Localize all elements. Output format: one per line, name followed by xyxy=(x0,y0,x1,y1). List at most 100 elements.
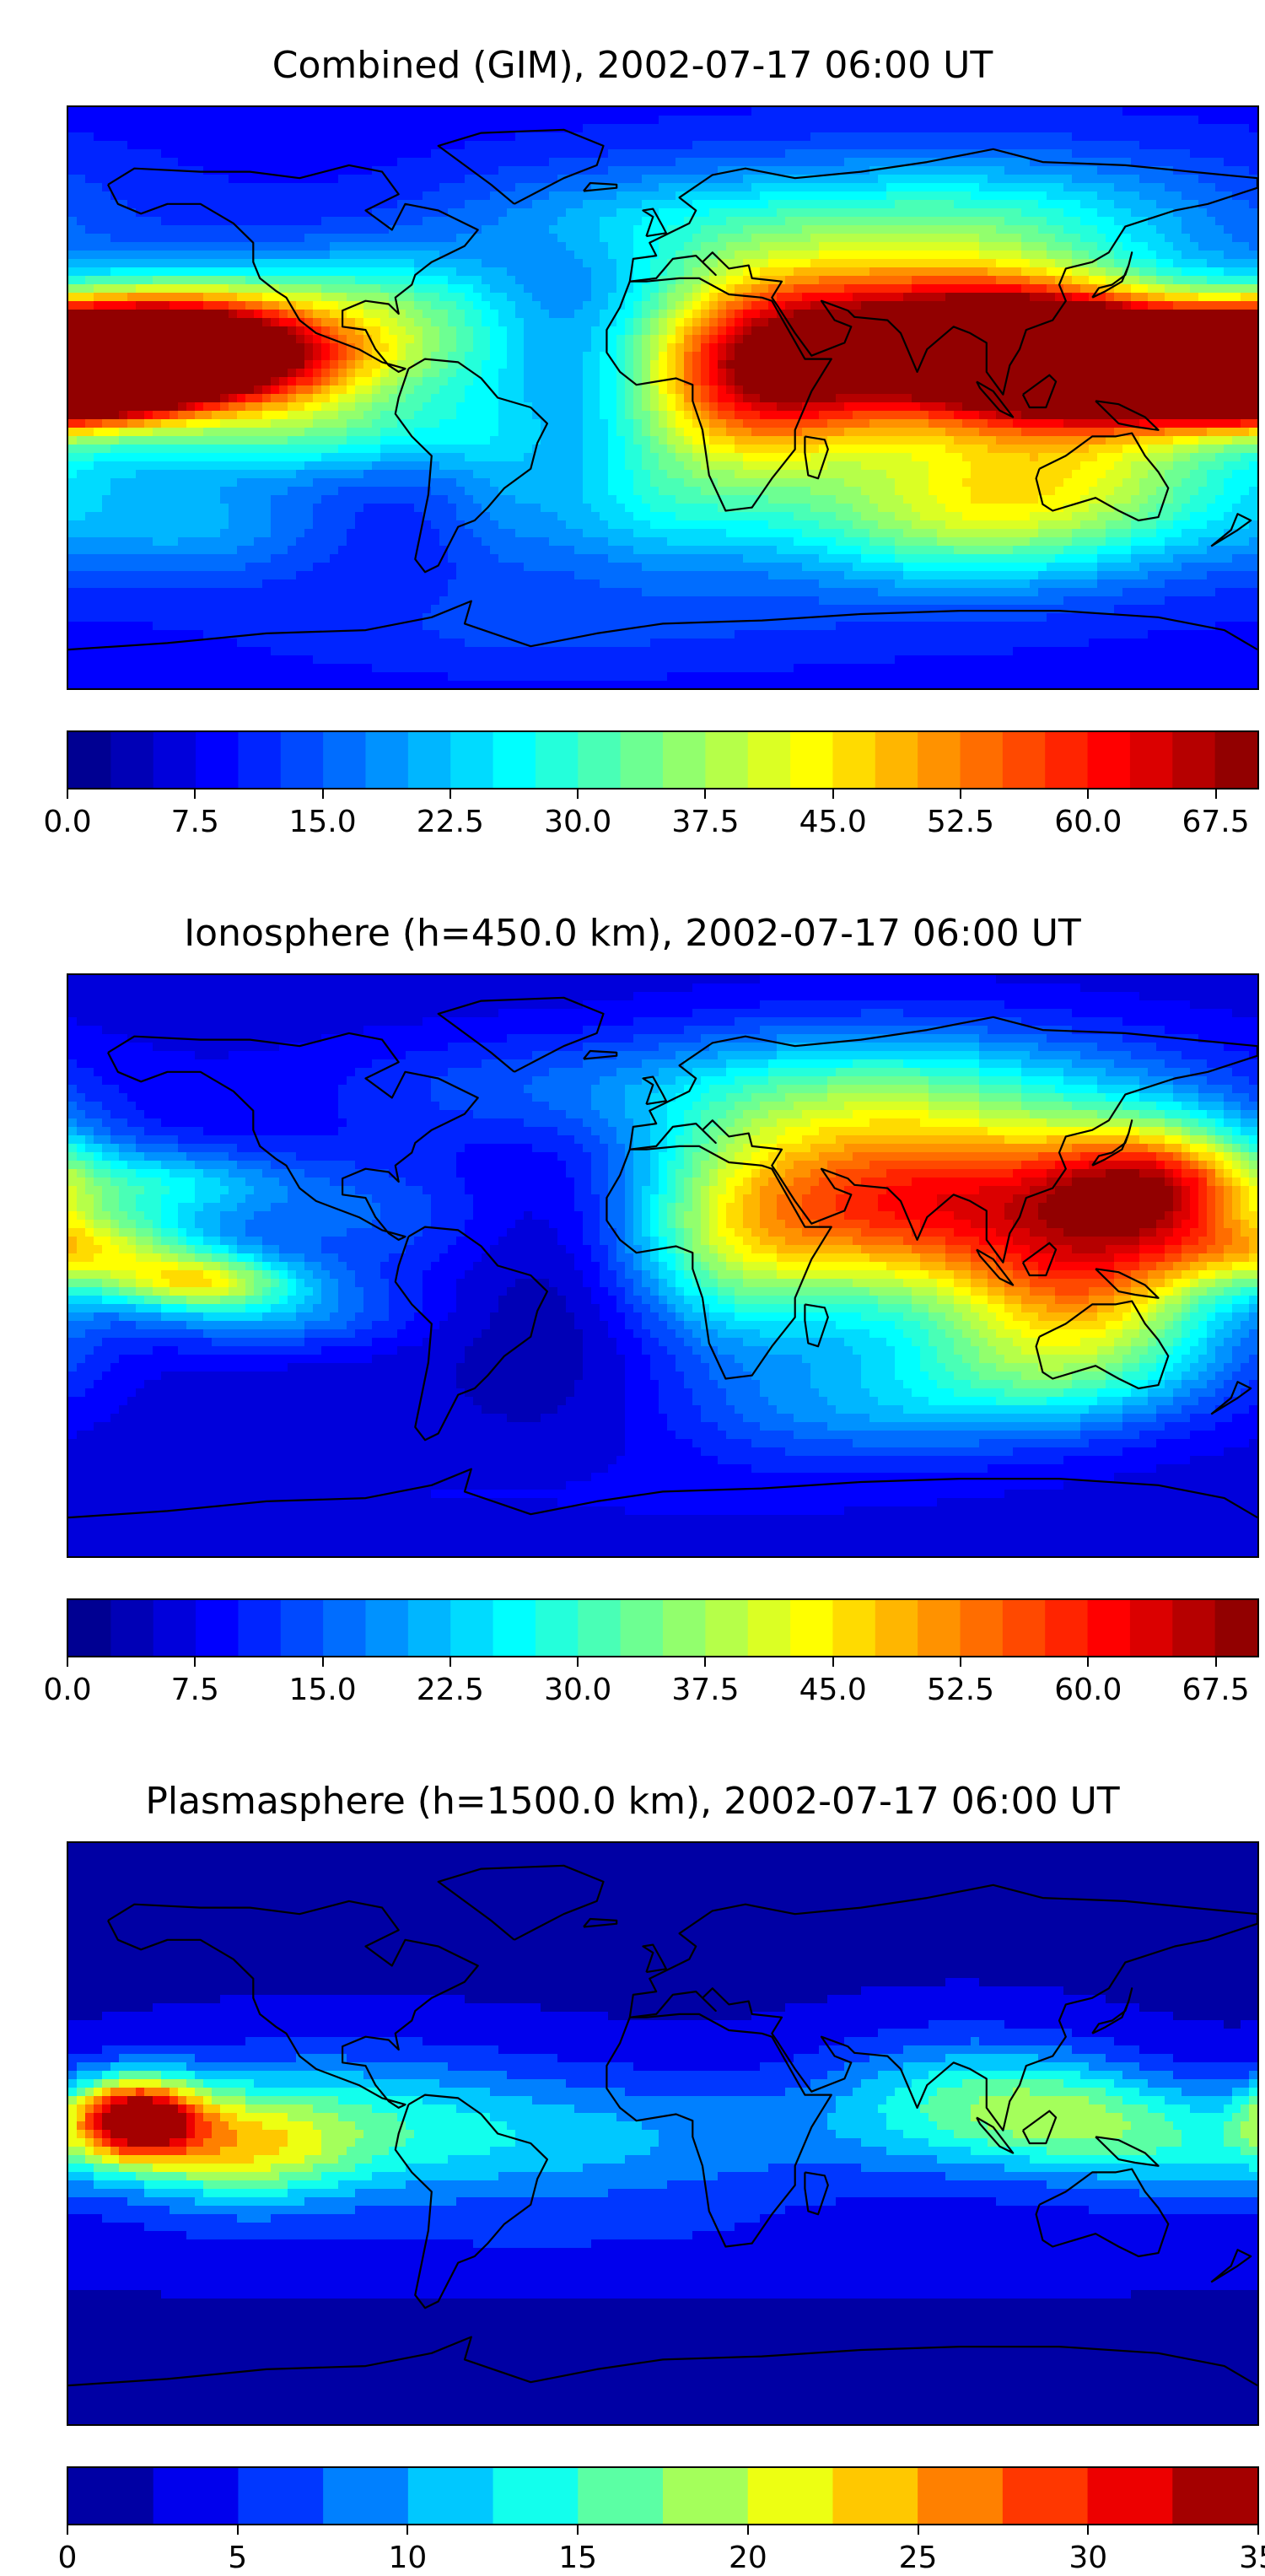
heatmap-cell xyxy=(178,335,187,344)
heatmap-cell xyxy=(735,183,744,192)
heatmap-cell xyxy=(296,394,305,403)
heatmap-cell xyxy=(186,242,196,251)
heatmap-cell xyxy=(212,360,221,369)
heatmap-cell xyxy=(1063,242,1073,251)
heatmap-cell xyxy=(785,284,794,294)
heatmap-cell xyxy=(1047,191,1056,201)
heatmap-cell xyxy=(110,385,120,395)
heatmap-cell xyxy=(161,343,170,353)
heatmap-cell xyxy=(760,326,769,336)
heatmap-cell xyxy=(836,234,845,243)
heatmap-cell xyxy=(482,234,491,243)
heatmap-cell xyxy=(557,293,567,302)
heatmap-cell xyxy=(203,124,213,133)
heatmap-cell xyxy=(136,284,145,294)
heatmap-cell xyxy=(330,191,339,201)
heatmap-cell xyxy=(229,158,238,167)
heatmap-cell xyxy=(591,360,600,369)
heatmap-cell xyxy=(254,369,263,378)
heatmap-cell xyxy=(1190,394,1199,403)
heatmap-cell xyxy=(1063,234,1073,243)
heatmap-cell xyxy=(355,132,364,142)
heatmap-cell xyxy=(304,225,314,234)
heatmap-cell xyxy=(203,284,213,294)
heatmap-cell xyxy=(279,284,288,294)
heatmap-cell xyxy=(304,377,314,386)
heatmap-cell xyxy=(827,251,837,260)
heatmap-cell xyxy=(802,208,811,218)
heatmap-cell xyxy=(996,267,1005,277)
heatmap-cell xyxy=(853,234,862,243)
heatmap-cell xyxy=(1097,301,1106,310)
heatmap-cell xyxy=(760,267,769,277)
heatmap-cell xyxy=(288,251,297,260)
heatmap-cell xyxy=(616,132,626,142)
heatmap-cell xyxy=(701,242,710,251)
heatmap-cell xyxy=(389,394,398,403)
heatmap-cell xyxy=(819,242,828,251)
heatmap-cell xyxy=(288,394,297,403)
heatmap-cell xyxy=(288,132,297,142)
heatmap-cell xyxy=(456,267,466,277)
heatmap-cell xyxy=(1148,259,1157,268)
heatmap-cell xyxy=(743,242,752,251)
heatmap-cell xyxy=(1089,234,1098,243)
heatmap-cell xyxy=(659,107,668,116)
heatmap-cell xyxy=(1207,191,1216,201)
heatmap-cell xyxy=(996,360,1005,369)
heatmap-cell xyxy=(498,326,508,336)
heatmap-cell xyxy=(524,335,533,344)
heatmap-cell xyxy=(482,116,491,125)
heatmap-cell xyxy=(1207,385,1216,395)
heatmap-cell xyxy=(954,116,963,125)
heatmap-cell xyxy=(1089,124,1098,133)
heatmap-cell xyxy=(304,191,314,201)
heatmap-cell xyxy=(229,352,238,361)
heatmap-cell xyxy=(1190,166,1199,175)
heatmap-cell xyxy=(903,276,912,285)
heatmap-cell xyxy=(853,183,862,192)
heatmap-cell xyxy=(794,124,803,133)
heatmap-cell xyxy=(810,242,820,251)
heatmap-cell xyxy=(254,217,263,226)
heatmap-cell xyxy=(844,293,853,302)
heatmap-cell xyxy=(1249,360,1257,369)
heatmap-cell xyxy=(296,276,305,285)
heatmap-cell xyxy=(439,225,449,234)
heatmap-cell xyxy=(229,335,238,344)
heatmap-cell xyxy=(600,191,609,201)
heatmap-cell xyxy=(1080,267,1090,277)
heatmap-cell xyxy=(1131,242,1140,251)
heatmap-cell xyxy=(541,369,550,378)
heatmap-cell xyxy=(1013,225,1022,234)
heatmap-cell xyxy=(1182,343,1191,353)
heatmap-cell xyxy=(456,124,466,133)
heatmap-cell xyxy=(886,343,896,353)
heatmap-cell xyxy=(566,259,575,268)
heatmap-cell xyxy=(380,259,390,268)
heatmap-cell xyxy=(170,402,179,412)
heatmap-cell xyxy=(777,251,786,260)
heatmap-cell xyxy=(633,310,643,319)
heatmap-cell xyxy=(229,259,238,268)
heatmap-cell xyxy=(473,107,482,116)
heatmap-cell xyxy=(380,124,390,133)
heatmap-cell xyxy=(1013,360,1022,369)
heatmap-cell xyxy=(245,149,255,159)
heatmap-cell xyxy=(633,385,643,395)
heatmap-cell xyxy=(1207,116,1216,125)
heatmap-cell xyxy=(161,208,170,218)
heatmap-cell xyxy=(482,166,491,175)
heatmap-cell xyxy=(583,217,592,226)
heatmap-cell xyxy=(1131,183,1140,192)
heatmap-cell xyxy=(1165,141,1174,150)
heatmap-cell xyxy=(633,284,643,294)
heatmap-cell xyxy=(102,318,111,327)
heatmap-cell xyxy=(1047,301,1056,310)
heatmap-cell xyxy=(220,259,229,268)
heatmap-cell xyxy=(1198,318,1208,327)
heatmap-cell xyxy=(144,267,153,277)
heatmap-cell xyxy=(954,343,963,353)
heatmap-cell xyxy=(1198,326,1208,336)
heatmap-cell xyxy=(869,251,879,260)
